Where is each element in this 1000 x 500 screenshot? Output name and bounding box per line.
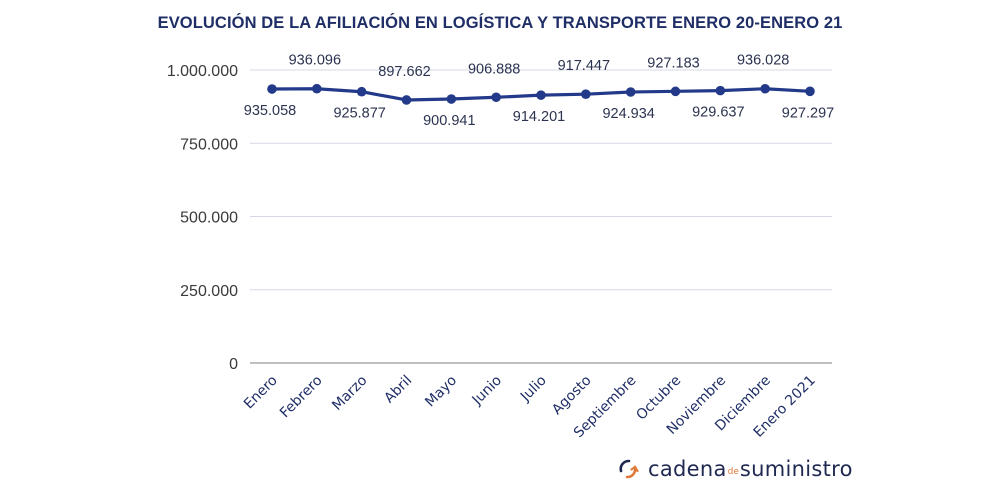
x-tick-label: Junio [469, 373, 505, 409]
data-point [805, 86, 815, 97]
refresh-arrows-icon [616, 457, 640, 481]
brand-name-part2: de [727, 467, 739, 477]
x-tick-label: Marzo [329, 373, 370, 414]
data-point [581, 89, 591, 99]
x-tick-label: Mayo [422, 373, 460, 411]
data-point [625, 87, 636, 97]
data-point [446, 94, 457, 104]
x-tick-label: Febrero [277, 373, 326, 422]
gridlines [250, 69, 832, 364]
x-tick-label: Enero [241, 373, 281, 413]
x-tick-label: Julio [517, 373, 550, 406]
data-label: 925.877 [333, 106, 385, 122]
data-label: 935.058 [244, 103, 296, 119]
data-label: 914.201 [513, 109, 565, 125]
x-tick-label: Agosto [549, 373, 595, 419]
y-tick-label: 250.000 [180, 283, 238, 300]
chart-title: EVOLUCIÓN DE LA AFILIACIÓN EN LOGÍSTICA … [157, 14, 843, 32]
data-point [760, 83, 770, 94]
data-label: 897.662 [378, 64, 430, 80]
brand-name-part1: cadena [648, 457, 727, 481]
data-point [536, 90, 546, 100]
data-label: 929.637 [692, 105, 744, 121]
data-point [670, 86, 681, 97]
data-point [491, 92, 501, 103]
data-point [356, 86, 367, 97]
data-label: 936.096 [289, 53, 341, 69]
x-tick-label: Abril [381, 373, 415, 407]
brand-name-part3: suministro [739, 457, 853, 481]
data-label: 927.183 [647, 55, 699, 71]
data-point [312, 83, 322, 94]
data-label: 924.934 [602, 106, 654, 122]
data-labels: 935.058 936.096 925.877 897.662 900.941 906.8… [244, 53, 834, 129]
data-point [267, 84, 277, 94]
data-point [715, 85, 726, 96]
data-label: 927.297 [782, 105, 834, 121]
brand-logo: cadena de suministro [616, 454, 853, 484]
data-point [401, 95, 412, 105]
y-tick-label: 1.000.000 [167, 63, 238, 80]
data-label: 917.447 [558, 58, 610, 74]
data-label: 900.941 [423, 113, 475, 129]
y-axis: 0 250.000 500.000 750.000 1.000.000 [167, 63, 238, 373]
y-tick-label: 750.000 [180, 136, 238, 153]
data-series [267, 83, 815, 105]
y-tick-label: 0 [229, 356, 238, 373]
data-label: 906.888 [468, 61, 520, 77]
data-label: 936.028 [737, 53, 789, 69]
y-tick-label: 500.000 [180, 210, 238, 227]
